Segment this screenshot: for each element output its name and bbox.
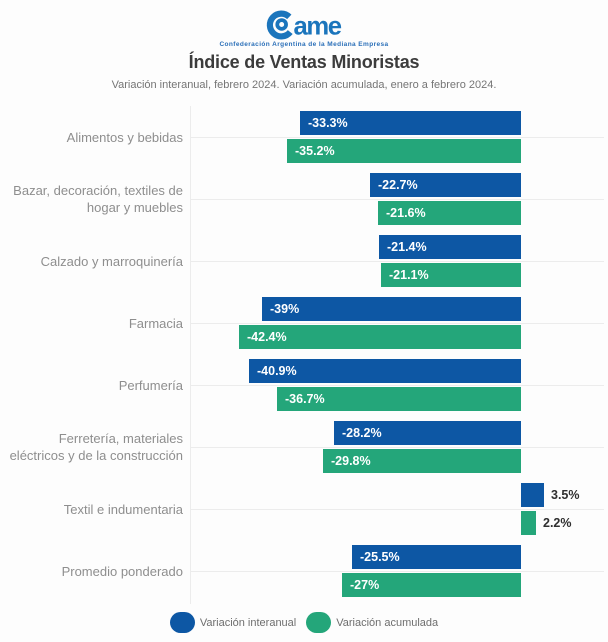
bar-value-label: -21.1%: [389, 268, 429, 282]
category-label-line: Perfumería: [118, 377, 183, 393]
bar-interanual: -22.7%: [370, 173, 521, 197]
row-gridline: [190, 137, 604, 138]
plot-left-axis-line: [190, 106, 191, 604]
row-gridline: [190, 323, 604, 324]
category-label: Textil e indumentaria: [0, 483, 183, 535]
bar-value-label: -21.6%: [386, 206, 426, 220]
page-title: Índice de Ventas Minoristas: [188, 52, 420, 72]
bar-value-label: -36.7%: [285, 392, 325, 406]
bar-value-label: -28.2%: [342, 426, 382, 440]
row-gridline: [190, 199, 604, 200]
category-label: Alimentos y bebidas: [0, 111, 183, 163]
bar-acumulada: [521, 511, 536, 535]
bar-value-label: 3.5%: [551, 488, 580, 502]
bar-acumulada: -35.2%: [287, 139, 521, 163]
bar-interanual: -33.3%: [300, 111, 521, 135]
category-label-line: Textil e indumentaria: [63, 501, 183, 517]
category-label: Farmacia: [0, 297, 183, 349]
came-logo-mark: ame: [266, 10, 343, 40]
category-label: Calzado y marroquinería: [0, 235, 183, 287]
page-subtitle: Variación interanual, febrero 2024. Vari…: [111, 79, 497, 91]
bar-interanual: -39%: [262, 297, 521, 321]
legend-swatch-acumulada: [306, 612, 332, 633]
legend-item-interanual: Variación interanual: [169, 612, 297, 633]
bar-value-label: -33.3%: [308, 116, 348, 130]
logo-wordmark-text: ame: [294, 12, 342, 40]
row-gridline: [190, 509, 604, 510]
row-gridline: [190, 385, 604, 386]
bar-value-label: -42.4%: [247, 330, 287, 344]
category-label: Ferretería, materiales eléctricos y de la…: [0, 421, 183, 473]
category-label-line: Promedio ponderado: [61, 563, 183, 579]
category-label: Perfumería: [0, 359, 183, 411]
bar-interanual: -28.2%: [334, 421, 521, 445]
legend-item-acumulada: Variación acumulada: [306, 612, 438, 633]
bar-interanual: -25.5%: [352, 545, 521, 569]
logo-inner-circle: [275, 18, 288, 31]
came-logo: ame: [0, 5, 608, 48]
bar-acumulada: -21.1%: [381, 263, 521, 287]
row-gridline: [190, 447, 604, 448]
category-label-line: Bazar, decoración, textiles de: [13, 183, 183, 198]
bar-value-label: -27%: [350, 578, 380, 592]
bar-interanual: -21.4%: [379, 235, 521, 259]
bar-value-label: -40.9%: [257, 364, 297, 378]
row-gridline: [190, 261, 604, 262]
bar-interanual: [521, 483, 544, 507]
legend-swatch-interanual: [169, 612, 195, 633]
bar-value-label: -25.5%: [360, 550, 400, 564]
bar-value-label: -35.2%: [295, 144, 335, 158]
bar-acumulada: -21.6%: [378, 201, 521, 225]
category-label-line: Farmacia: [128, 315, 183, 331]
category-label-line: eléctricos y de la construcción: [9, 448, 183, 463]
bar-acumulada: -27%: [342, 573, 521, 597]
logo-c-arc: [266, 10, 293, 40]
bar-chart-plot: Alimentos y bebidas -33.3% -35.2% Bazar, de…: [0, 106, 604, 604]
bar-acumulada: -42.4%: [239, 325, 521, 349]
legend-label-interanual: Variación interanual: [199, 616, 297, 629]
bar-value-label: 2.2%: [543, 516, 572, 530]
bar-interanual: -40.9%: [249, 359, 521, 383]
chart-legend: Variación interanual Variación acumulada: [0, 612, 608, 633]
row-gridline: [190, 571, 604, 572]
bar-value-label: -39%: [270, 302, 300, 316]
bar-value-label: -21.4%: [387, 240, 427, 254]
category-label-line: hogar y muebles: [86, 200, 183, 215]
bar-value-label: -29.8%: [331, 454, 371, 468]
category-label-line: Ferretería, materiales: [58, 431, 183, 446]
bar-acumulada: -36.7%: [277, 387, 521, 411]
category-label: Promedio ponderado: [0, 545, 183, 597]
bar-value-label: -22.7%: [378, 178, 418, 192]
category-label-line: Calzado y marroquinería: [40, 253, 183, 269]
category-label: Bazar, decoración, textiles de hogar y mu…: [0, 173, 183, 225]
bar-acumulada: -29.8%: [323, 449, 521, 473]
category-label-line: Alimentos y bebidas: [66, 129, 183, 145]
logo-tagline: Confederación Argentina de la Mediana Em…: [219, 41, 389, 48]
legend-label-acumulada: Variación acumulada: [336, 616, 439, 629]
